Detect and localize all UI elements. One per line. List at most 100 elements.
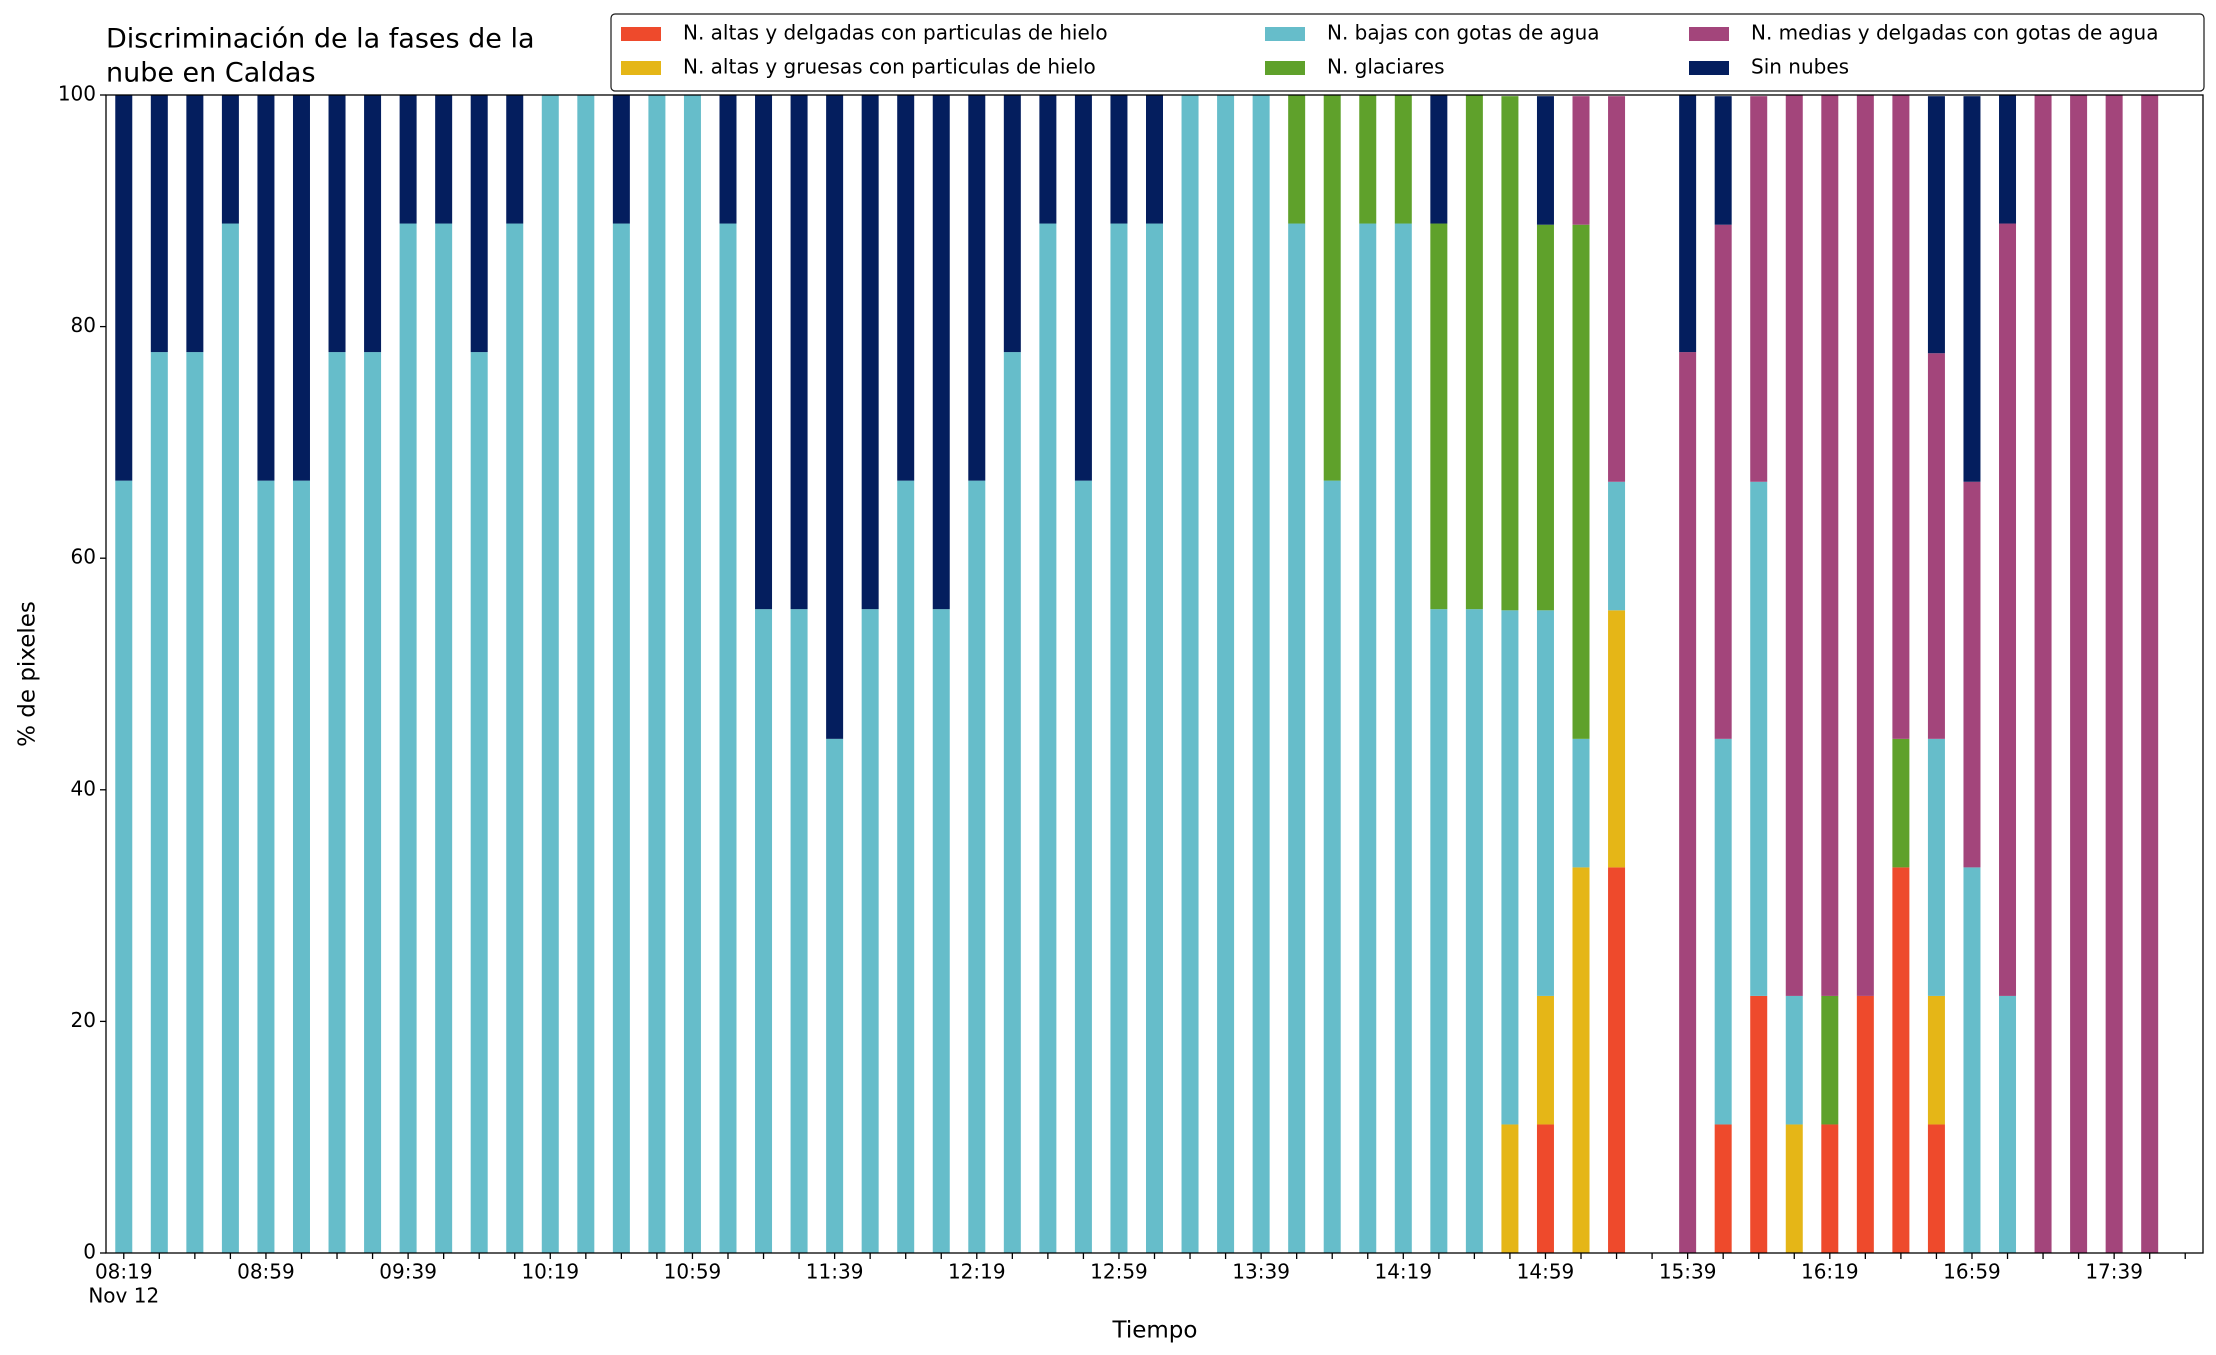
- bar-segment: [1572, 867, 1590, 1253]
- bar-segment: [1750, 481, 1768, 996]
- bar-segment: [1146, 223, 1163, 1254]
- bar-segment: [1039, 223, 1057, 1254]
- bar-segment: [1359, 223, 1377, 1254]
- bar-segment: [1963, 481, 1981, 868]
- bar-segment: [1110, 95, 1128, 224]
- legend-label: N. altas y gruesas con particulas de hie…: [683, 55, 1096, 79]
- bar-segment: [364, 95, 382, 353]
- bar-segment: [399, 223, 417, 1254]
- bar-segment: [1110, 223, 1128, 1254]
- bar-segment: [932, 95, 950, 610]
- bar-segment: [1892, 95, 1910, 739]
- x-tick-label: 10:19: [521, 1260, 579, 1284]
- bar-segment: [1750, 96, 1768, 482]
- bar-segment: [150, 352, 168, 1253]
- bar-segment: [1430, 223, 1448, 610]
- bar-segment: [1288, 223, 1306, 1254]
- x-tick-label: 11:39: [806, 1260, 864, 1284]
- bar-segment: [1856, 995, 1874, 1253]
- bar-segment: [1999, 223, 2017, 996]
- plot-frame: [105, 94, 2204, 1254]
- bar-segment: [1999, 995, 2017, 1253]
- bar-segment: [1608, 610, 1626, 868]
- bar-segment: [861, 609, 879, 1253]
- bar-segment: [221, 95, 239, 224]
- y-tick-label: 20: [71, 1008, 96, 1032]
- chart-title: Discriminación de la fases de la: [106, 24, 535, 55]
- bar-segment: [1892, 867, 1910, 1253]
- bar-segment: [292, 95, 310, 481]
- bar-segment: [1608, 867, 1626, 1253]
- bar-segment: [790, 609, 808, 1253]
- bar-segment: [1252, 95, 1270, 1253]
- bar-segment: [1821, 995, 1839, 1125]
- x-tick-label: 08:59: [237, 1260, 295, 1284]
- bar-segment: [1608, 481, 1626, 611]
- bar-segment: [1536, 1124, 1554, 1253]
- bar-segment: [1821, 95, 1839, 996]
- y-tick-label: 40: [71, 776, 96, 800]
- bar-segment: [1927, 738, 1945, 996]
- bar-segment: [897, 480, 915, 1253]
- bar-segment: [1999, 95, 2017, 224]
- bar-segment: [612, 223, 630, 1254]
- bar-segment: [1927, 1124, 1945, 1253]
- chart-title: nube en Caldas: [106, 58, 316, 89]
- bar-segment: [1074, 95, 1092, 481]
- x-tick-label: 15:39: [1659, 1260, 1717, 1284]
- bar-segment: [826, 738, 844, 1253]
- x-tick-label: 14:59: [1517, 1260, 1575, 1284]
- bar-segment: [364, 352, 382, 1253]
- bar-segment: [435, 95, 453, 224]
- bar-segment: [1714, 1124, 1732, 1253]
- bar-segment: [1785, 995, 1803, 1125]
- x-tick-label: 12:19: [948, 1260, 1006, 1284]
- legend-swatch: [1265, 61, 1305, 75]
- legend-label: N. medias y delgadas con gotas de agua: [1751, 21, 2159, 45]
- bar-segment: [1501, 96, 1519, 611]
- bar-segment: [1323, 480, 1341, 1253]
- bar-segment: [1679, 352, 1697, 1253]
- bar-segment: [1146, 95, 1163, 224]
- legend-swatch: [1265, 27, 1305, 41]
- bar-segment: [1572, 224, 1590, 739]
- x-tick-label: 17:39: [2085, 1260, 2143, 1284]
- bar-segment: [1963, 96, 1981, 482]
- bar-segment: [968, 95, 986, 481]
- bar-segment: [1821, 1124, 1839, 1253]
- bar-segment: [932, 609, 950, 1253]
- bar-segment: [968, 480, 986, 1253]
- bar-segment: [1288, 95, 1306, 224]
- bar-segment: [1714, 738, 1732, 1125]
- bar-segment: [683, 95, 701, 1253]
- legend-swatch: [1689, 61, 1729, 75]
- bar-segment: [221, 223, 239, 1254]
- bar-segment: [577, 95, 595, 1253]
- bar-segment: [1074, 480, 1092, 1253]
- y-tick-label: 0: [83, 1240, 96, 1264]
- bar-segment: [826, 95, 844, 739]
- bar-segment: [1536, 995, 1554, 1125]
- y-tick-label: 100: [58, 82, 96, 106]
- bar-segment: [470, 95, 488, 353]
- bar-segment: [1750, 995, 1768, 1253]
- bar-segment: [1679, 95, 1697, 353]
- bar-segment: [1856, 95, 1874, 996]
- bar-segment: [506, 95, 524, 224]
- legend-label: N. bajas con gotas de agua: [1327, 21, 1600, 45]
- x-tick-label: 14:19: [1374, 1260, 1432, 1284]
- bar-segment: [1536, 610, 1554, 996]
- bar-segment: [115, 480, 133, 1253]
- bar-segment: [257, 95, 275, 481]
- bar-segment: [470, 352, 488, 1253]
- bar-segment: [1963, 867, 1981, 1253]
- bar-segment: [435, 223, 453, 1254]
- legend-swatch: [621, 61, 661, 75]
- bar-segment: [1608, 96, 1626, 482]
- bar-segment: [506, 223, 524, 1254]
- x-date-label: Nov 12: [88, 1284, 159, 1308]
- bar-segment: [1501, 1124, 1519, 1253]
- bar-segment: [328, 352, 346, 1253]
- bar-segment: [1465, 609, 1483, 1253]
- x-tick-label: 09:39: [379, 1260, 437, 1284]
